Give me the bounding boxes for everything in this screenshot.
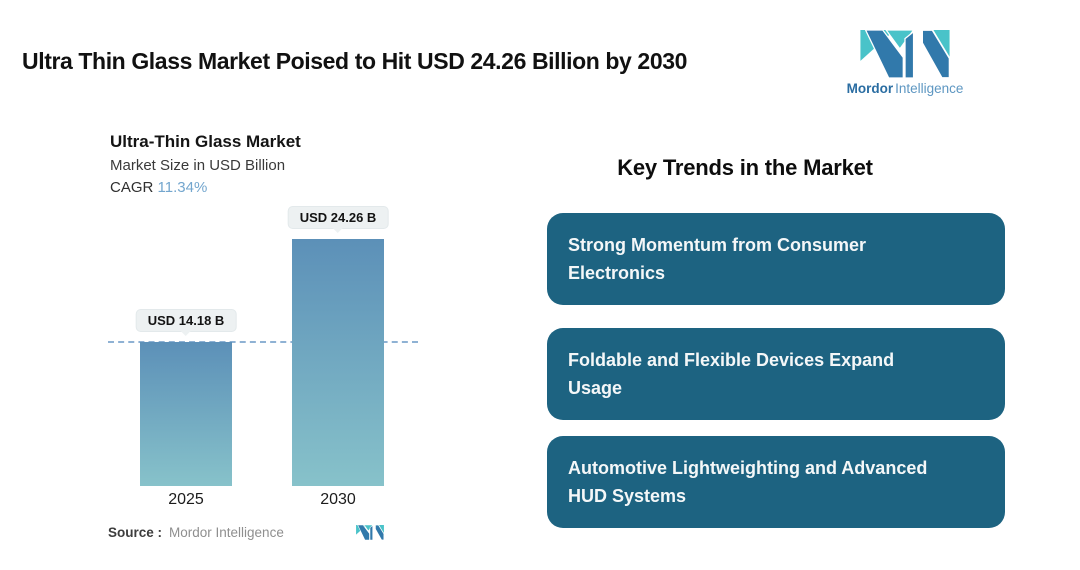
source-row: Source : Mordor Intelligence bbox=[108, 521, 384, 543]
brand-wordmark: Mordor Intelligence bbox=[840, 81, 970, 96]
page-title: Ultra Thin Glass Market Poised to Hit US… bbox=[22, 48, 688, 74]
cagr-label: CAGR bbox=[110, 179, 154, 196]
cagr-value: 11.34% bbox=[157, 179, 208, 196]
mordor-intelligence-logo: Mordor Intelligence bbox=[840, 30, 970, 96]
trend-card-label: Foldable and Flexible Devices Expand Usa… bbox=[568, 350, 895, 398]
source-label: Source : bbox=[108, 524, 163, 540]
trend-card-label: Strong Momentum from Consumer Electronic… bbox=[568, 235, 867, 283]
trend-card-label: Automotive Lightweighting and Advanced H… bbox=[568, 458, 928, 506]
axis-label-2030: 2030 bbox=[320, 491, 356, 508]
axis-label-2025: 2025 bbox=[168, 491, 204, 508]
reference-dashed-line bbox=[108, 340, 418, 343]
trend-card-consumer-electronics: Strong Momentum from Consumer Electronic… bbox=[547, 213, 1005, 305]
bar-value-label-2030: USD 24.26 B bbox=[287, 206, 389, 229]
mordor-mini-logo-icon bbox=[356, 524, 384, 540]
trend-card-foldable-devices: Foldable and Flexible Devices Expand Usa… bbox=[547, 328, 1005, 420]
bar-chart-plot: USD 14.18 B 2025 USD 24.26 B 2030 bbox=[108, 200, 418, 508]
trends-heading: Key Trends in the Market bbox=[617, 155, 873, 180]
bar-2025 bbox=[140, 341, 232, 486]
bar-2030 bbox=[292, 239, 384, 486]
bar-group-2025: USD 14.18 B 2025 bbox=[135, 200, 237, 508]
brand-wordmark-regular: Intelligence bbox=[895, 81, 964, 96]
bar-group-2030: USD 24.26 B 2030 bbox=[287, 200, 389, 508]
mordor-logo-mark-icon bbox=[860, 30, 950, 78]
chart-subtitle: Market Size in USD Billion bbox=[110, 157, 286, 174]
trend-card-automotive-hud: Automotive Lightweighting and Advanced H… bbox=[547, 436, 1005, 528]
brand-wordmark-bold: Mordor bbox=[846, 81, 894, 96]
chart-cagr-line: CAGR 11.34% bbox=[110, 179, 207, 196]
chart-title: Ultra-Thin Glass Market bbox=[110, 132, 301, 151]
source-value: Mordor Intelligence bbox=[169, 524, 284, 540]
bar-value-label-2025: USD 14.18 B bbox=[135, 308, 237, 332]
